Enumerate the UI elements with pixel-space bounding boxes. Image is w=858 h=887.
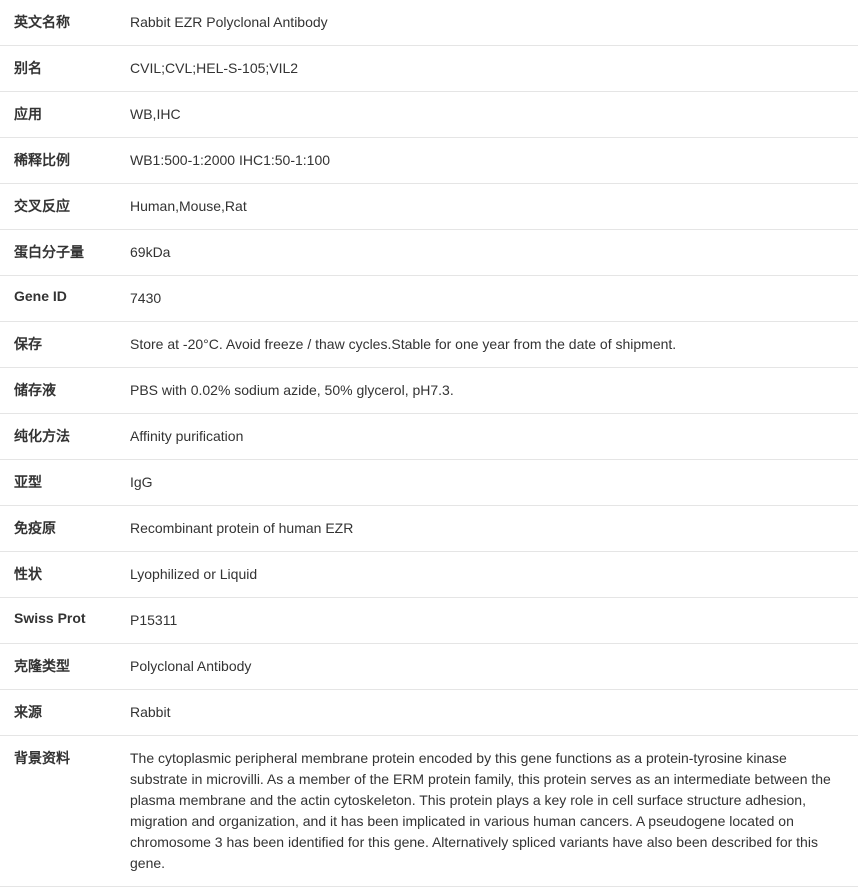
- spec-value: Polyclonal Antibody: [130, 644, 858, 690]
- table-row: 保存 Store at -20°C. Avoid freeze / thaw c…: [0, 322, 858, 368]
- spec-label: 别名: [0, 46, 130, 92]
- spec-label: 亚型: [0, 460, 130, 506]
- spec-label: 纯化方法: [0, 414, 130, 460]
- spec-value: WB1:500-1:2000 IHC1:50-1:100: [130, 138, 858, 184]
- table-row: 亚型 IgG: [0, 460, 858, 506]
- spec-label: 背景资料: [0, 736, 130, 887]
- table-row: 蛋白分子量 69kDa: [0, 230, 858, 276]
- spec-value: Store at -20°C. Avoid freeze / thaw cycl…: [130, 322, 858, 368]
- table-row: 克隆类型 Polyclonal Antibody: [0, 644, 858, 690]
- spec-value: 69kDa: [130, 230, 858, 276]
- table-row: Swiss Prot P15311: [0, 598, 858, 644]
- spec-label: 储存液: [0, 368, 130, 414]
- spec-value: P15311: [130, 598, 858, 644]
- spec-value: Human,Mouse,Rat: [130, 184, 858, 230]
- spec-value: Rabbit EZR Polyclonal Antibody: [130, 0, 858, 46]
- spec-value: The cytoplasmic peripheral membrane prot…: [130, 736, 858, 887]
- spec-table-body: 英文名称 Rabbit EZR Polyclonal Antibody 别名 C…: [0, 0, 858, 887]
- spec-label: 英文名称: [0, 0, 130, 46]
- spec-label: 交叉反应: [0, 184, 130, 230]
- spec-label: 应用: [0, 92, 130, 138]
- spec-value: CVIL;CVL;HEL-S-105;VIL2: [130, 46, 858, 92]
- spec-label: 性状: [0, 552, 130, 598]
- spec-label: 稀释比例: [0, 138, 130, 184]
- spec-label: 克隆类型: [0, 644, 130, 690]
- table-row: 免疫原 Recombinant protein of human EZR: [0, 506, 858, 552]
- product-spec-table: 英文名称 Rabbit EZR Polyclonal Antibody 别名 C…: [0, 0, 858, 887]
- spec-value: Lyophilized or Liquid: [130, 552, 858, 598]
- table-row: 储存液 PBS with 0.02% sodium azide, 50% gly…: [0, 368, 858, 414]
- table-row: 应用 WB,IHC: [0, 92, 858, 138]
- table-row: 稀释比例 WB1:500-1:2000 IHC1:50-1:100: [0, 138, 858, 184]
- table-row: 背景资料 The cytoplasmic peripheral membrane…: [0, 736, 858, 887]
- spec-value: WB,IHC: [130, 92, 858, 138]
- table-row: 交叉反应 Human,Mouse,Rat: [0, 184, 858, 230]
- spec-label: Gene ID: [0, 276, 130, 322]
- spec-value: PBS with 0.02% sodium azide, 50% glycero…: [130, 368, 858, 414]
- spec-label: 来源: [0, 690, 130, 736]
- spec-value: 7430: [130, 276, 858, 322]
- table-row: Gene ID 7430: [0, 276, 858, 322]
- spec-label: 蛋白分子量: [0, 230, 130, 276]
- spec-label: 保存: [0, 322, 130, 368]
- spec-label: 免疫原: [0, 506, 130, 552]
- table-row: 来源 Rabbit: [0, 690, 858, 736]
- table-row: 英文名称 Rabbit EZR Polyclonal Antibody: [0, 0, 858, 46]
- table-row: 别名 CVIL;CVL;HEL-S-105;VIL2: [0, 46, 858, 92]
- spec-value: IgG: [130, 460, 858, 506]
- spec-label: Swiss Prot: [0, 598, 130, 644]
- spec-value: Recombinant protein of human EZR: [130, 506, 858, 552]
- spec-value: Rabbit: [130, 690, 858, 736]
- table-row: 性状 Lyophilized or Liquid: [0, 552, 858, 598]
- table-row: 纯化方法 Affinity purification: [0, 414, 858, 460]
- spec-value: Affinity purification: [130, 414, 858, 460]
